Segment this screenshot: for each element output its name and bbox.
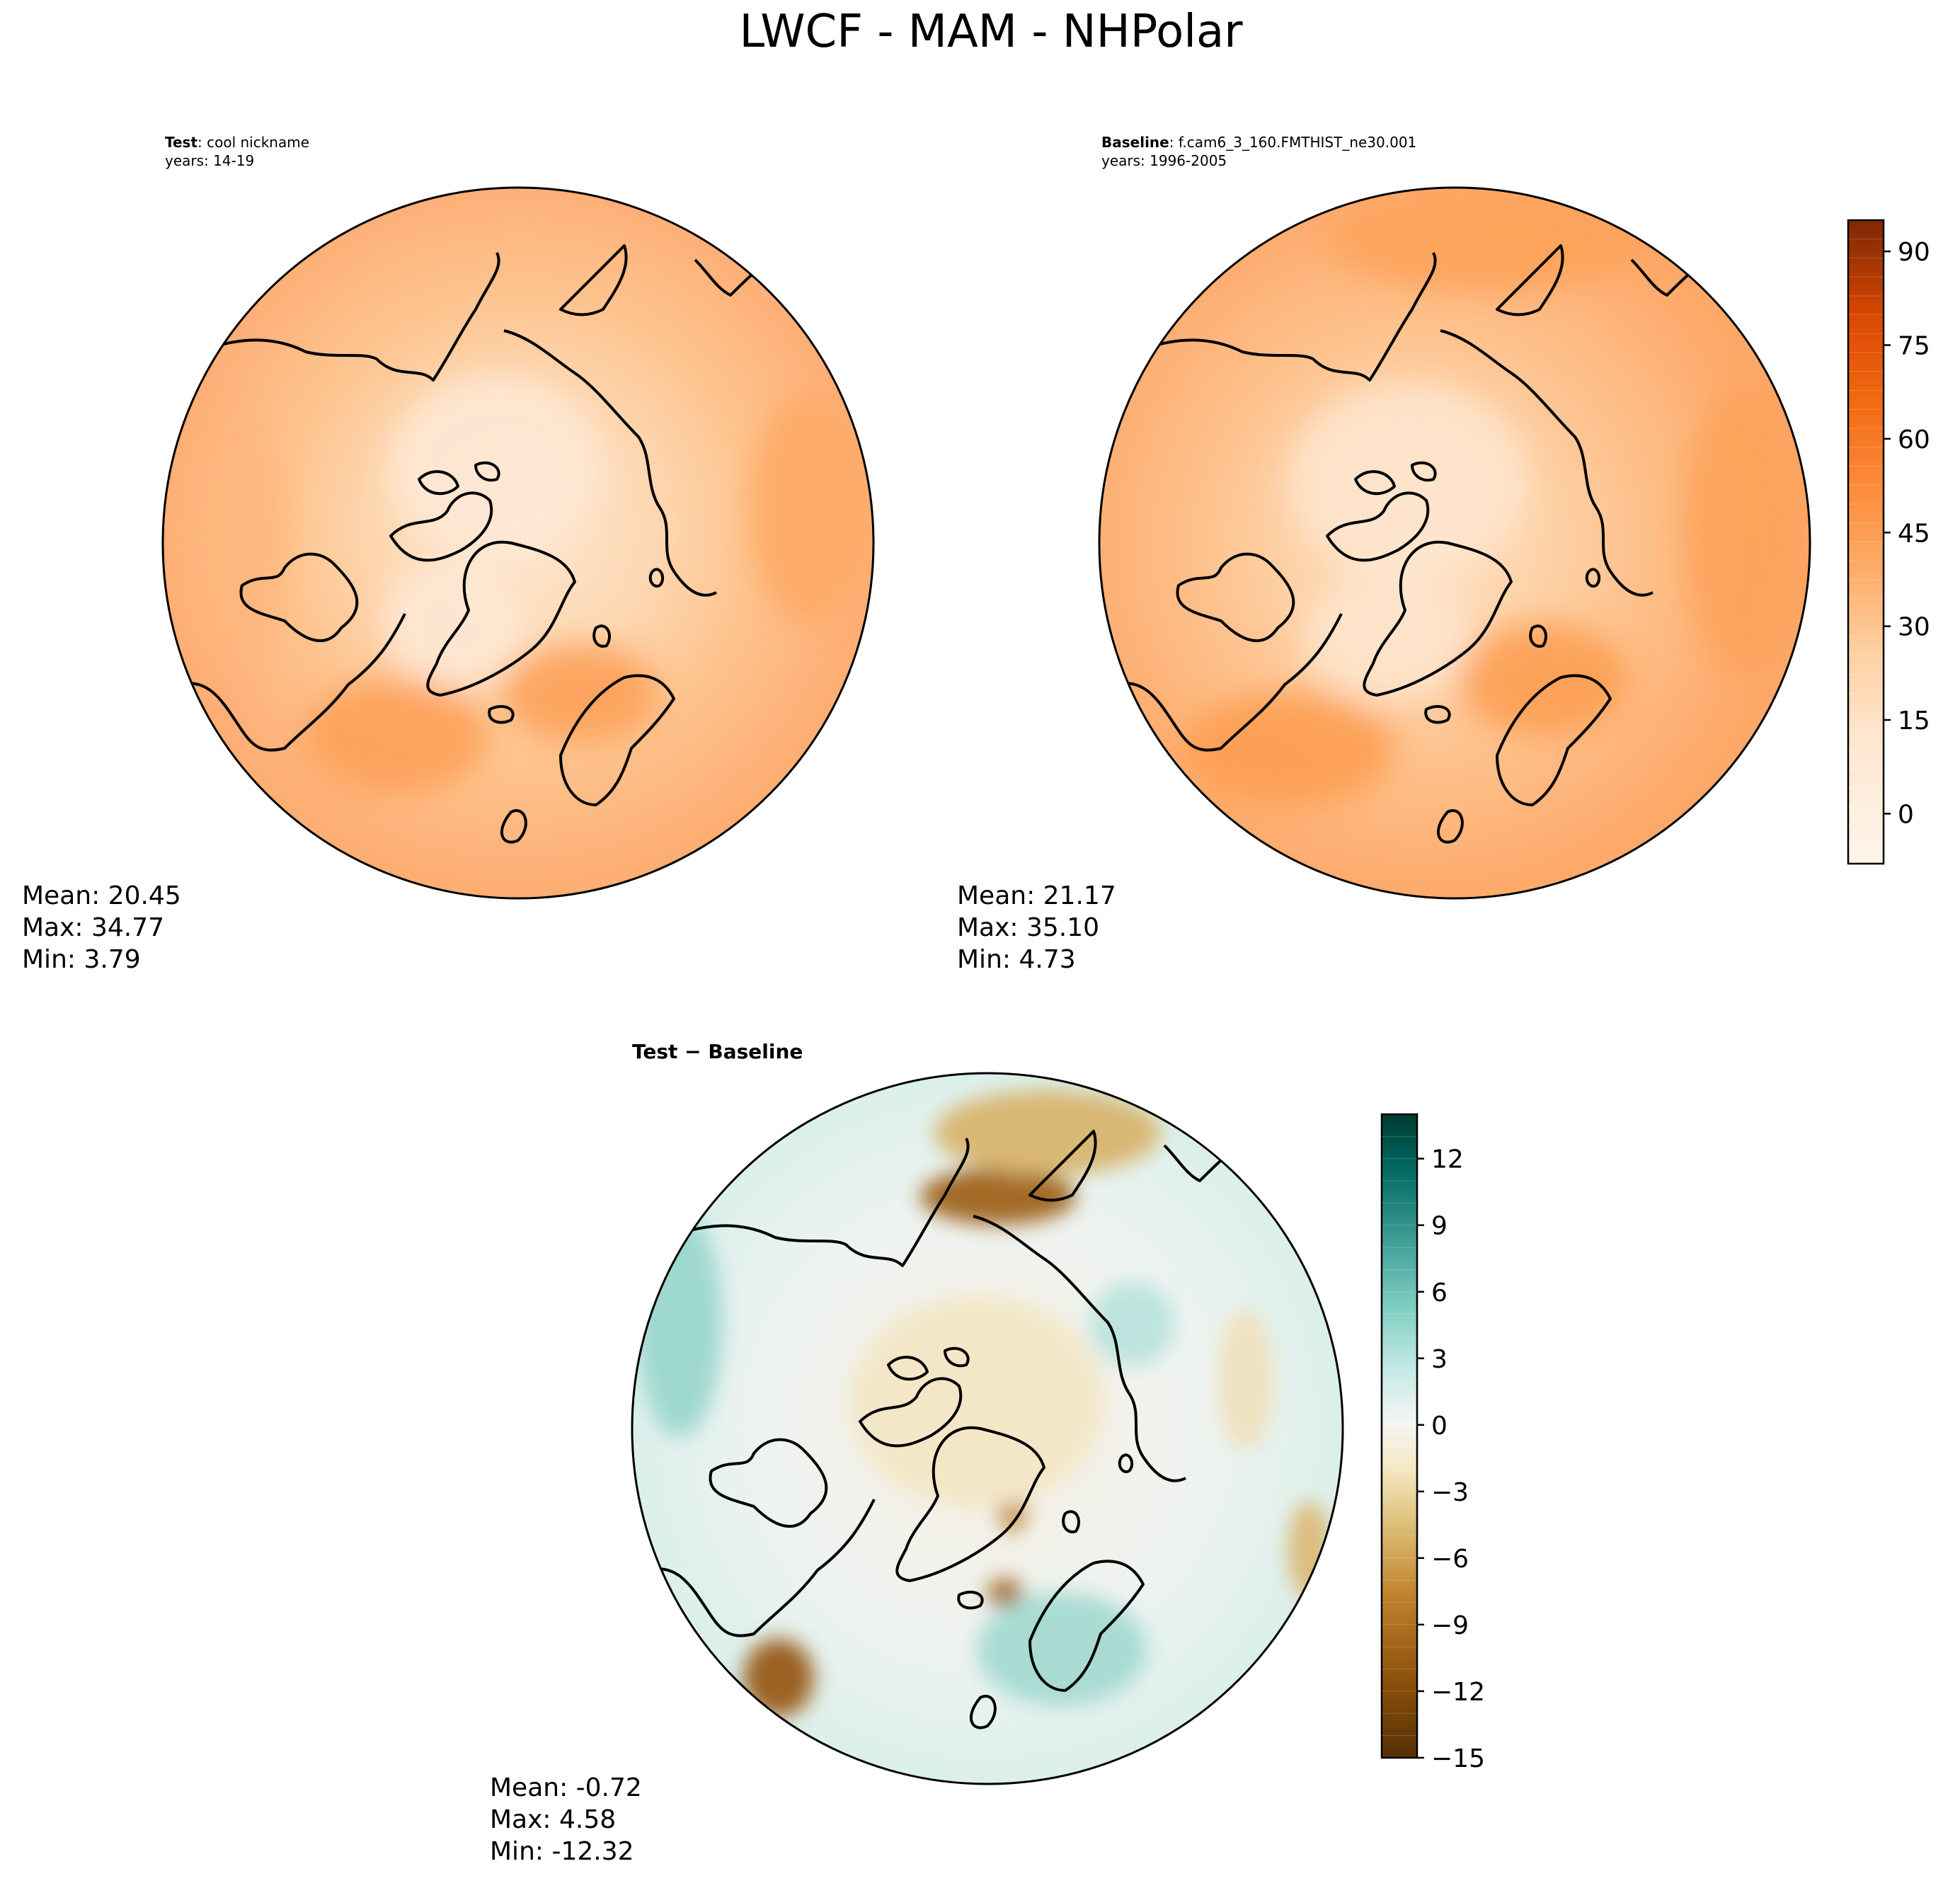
colorbar-difference-ticks: −15 −12 −9 −6 −3 0 3 6 9 12 <box>1382 1135 1485 1773</box>
colorbar-absolute-tick-label: 90 <box>1898 238 1930 267</box>
panel-difference-border <box>631 1072 1344 1785</box>
panel-test-border <box>161 186 875 900</box>
colorbar-absolute-ticks: 0 15 30 45 60 75 90 <box>1848 238 1930 845</box>
panel-test-title-bold: Test <box>165 134 197 151</box>
panel-difference-max: Max: 4.58 <box>490 1805 616 1834</box>
panel-baseline-mean: Mean: 21.17 <box>957 881 1116 910</box>
colorbar-difference-tick-label: 9 <box>1431 1212 1448 1241</box>
colorbar-absolute-tick-label: 30 <box>1898 613 1930 642</box>
panel-difference-min: Min: -12.32 <box>490 1837 634 1866</box>
colorbar-absolute: 0 15 30 45 60 75 90 <box>1847 219 1930 865</box>
panel-test-title: Test: cool nickname <box>165 134 309 151</box>
colorbar-absolute-tick-label: 75 <box>1898 332 1930 361</box>
panel-difference-title: Test − Baseline <box>632 1040 803 1063</box>
panel-test-title-rest: : cool nickname <box>197 134 309 151</box>
colorbar-difference: −15 −12 −9 −6 −3 0 3 6 9 12 <box>1380 1113 1485 1773</box>
panel-baseline: Baseline: f.cam6_3_160.FMTHIST_ne30.001 … <box>957 134 1930 974</box>
colorbar-difference-tick-label: −6 <box>1431 1545 1469 1574</box>
colorbar-absolute-tick-label: 0 <box>1898 800 1914 829</box>
colorbar-difference-tick-label: −9 <box>1431 1611 1469 1640</box>
colorbar-absolute-tick-label: 45 <box>1898 519 1930 548</box>
panel-baseline-min: Min: 4.73 <box>957 945 1076 974</box>
colorbar-difference-tick-label: −15 <box>1431 1744 1485 1773</box>
colorbar-absolute-tick-label: 15 <box>1898 706 1930 736</box>
colorbar-absolute-scale <box>1847 219 1885 865</box>
colorbar-difference-tick-label: 6 <box>1431 1278 1448 1308</box>
panel-difference-map <box>632 1073 1343 1784</box>
colorbar-difference-tick-label: 3 <box>1431 1345 1448 1374</box>
panel-test-map <box>163 188 873 898</box>
figure-title: LWCF - MAM - NHPolar <box>739 6 1243 58</box>
panel-baseline-subtitle: years: 1996-2005 <box>1101 152 1227 169</box>
panel-test: Test: cool nickname years: 14-19 Mean: 2… <box>22 134 875 974</box>
colorbar-absolute-tick-label: 60 <box>1898 425 1930 454</box>
colorbar-difference-tick-label: −12 <box>1431 1678 1485 1707</box>
colorbar-difference-scale <box>1380 1113 1419 1759</box>
panel-baseline-border <box>1098 186 1811 900</box>
colorbar-difference-tick-label: 0 <box>1431 1412 1448 1441</box>
colorbar-difference-tick-label: 12 <box>1431 1145 1464 1174</box>
colorbar-difference-tick-label: −3 <box>1431 1478 1469 1507</box>
panel-test-min: Min: 3.79 <box>22 945 141 974</box>
panel-test-subtitle: years: 14-19 <box>165 152 254 169</box>
panel-difference-mean: Mean: -0.72 <box>490 1773 642 1802</box>
panel-test-max: Max: 34.77 <box>22 913 164 942</box>
panel-difference: Test − Baseline Mean: -0.72 Max: 4.58 Mi… <box>490 1040 1485 1866</box>
panel-baseline-title-rest: : f.cam6_3_160.FMTHIST_ne30.001 <box>1169 134 1417 151</box>
panel-baseline-title-bold: Baseline <box>1101 134 1169 151</box>
panel-baseline-map <box>1099 188 1810 898</box>
panel-baseline-max: Max: 35.10 <box>957 913 1099 942</box>
panel-test-mean: Mean: 20.45 <box>22 881 181 910</box>
panel-baseline-title: Baseline: f.cam6_3_160.FMTHIST_ne30.001 <box>1101 134 1416 151</box>
